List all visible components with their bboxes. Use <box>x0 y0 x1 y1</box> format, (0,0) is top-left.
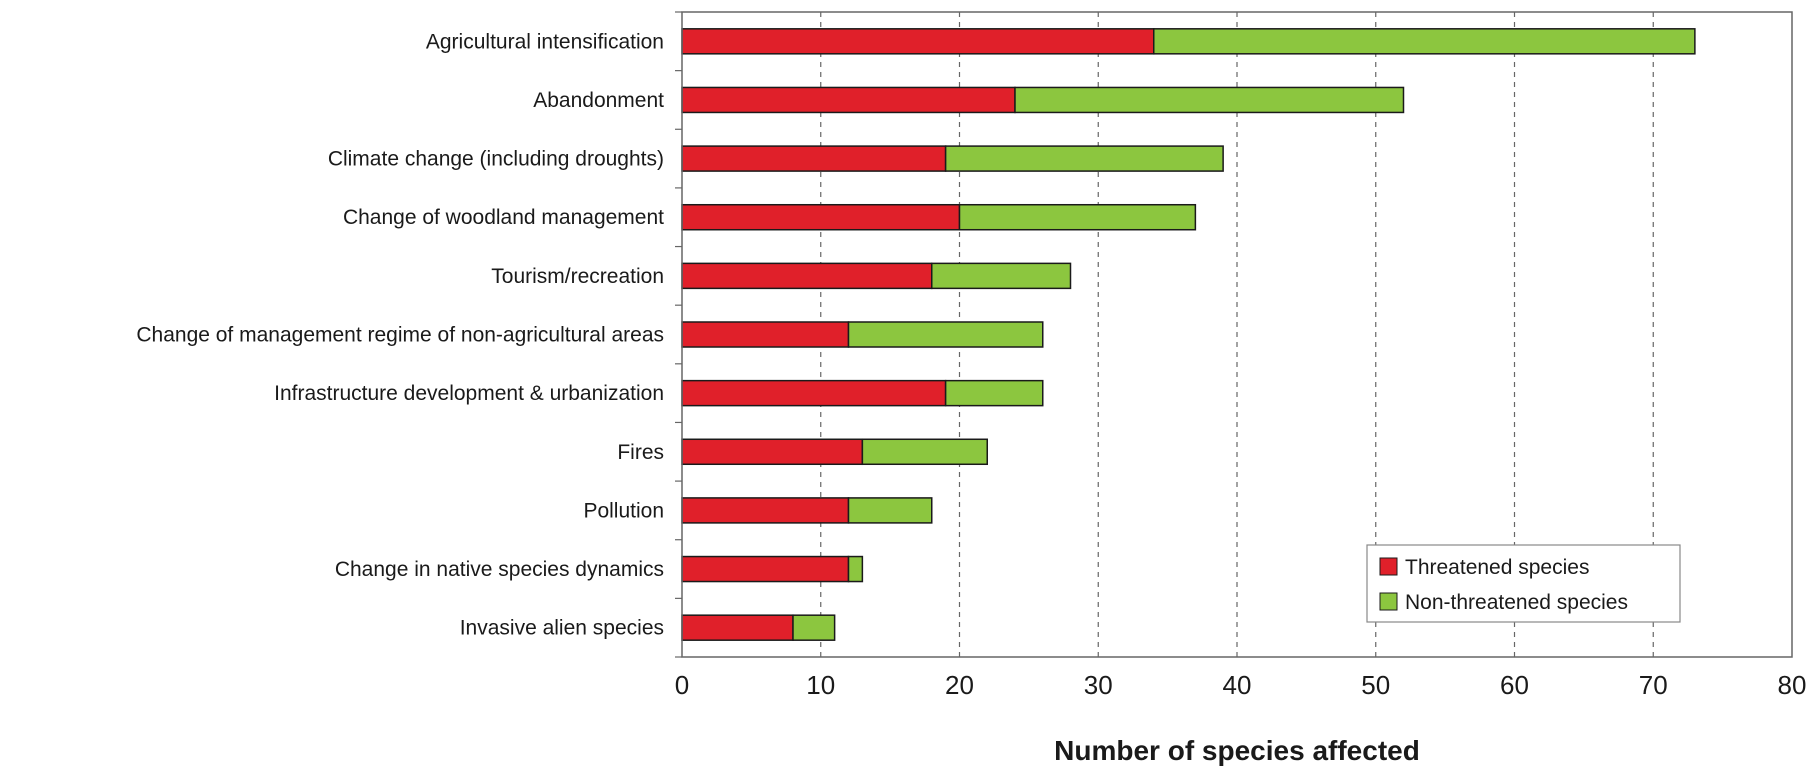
bar-pollution-non-threatened-species <box>847 497 933 524</box>
category-label-invasive-alien-species: Invasive alien species <box>460 617 664 640</box>
category-label-change-in-native-species-dynamics: Change in native species dynamics <box>335 558 664 581</box>
bar-abandonment-non-threatened-species <box>1014 86 1405 114</box>
plot-area-frame <box>681 11 1793 658</box>
bar-tourism-recreation-non-threatened-species <box>931 262 1072 290</box>
legend: Threatened species Non-threatened specie… <box>1366 544 1681 623</box>
legend-label-non-threatened: Non-threatened species <box>1405 591 1628 614</box>
bar-pollution-threatened-species <box>681 497 850 524</box>
bar-infrastructure-development-urbanization-non-threatened-species <box>944 379 1044 407</box>
bar-climate-change-including-droughts-non-threatened-species <box>944 145 1224 172</box>
x-tick-label-60: 60 <box>1500 670 1529 700</box>
x-tick-label-50: 50 <box>1361 670 1390 700</box>
legend-swatch-threatened <box>1379 557 1398 576</box>
x-tick-label-30: 30 <box>1084 670 1113 700</box>
category-labels: Agricultural intensification Abandonment C… <box>136 11 682 658</box>
category-label-pollution: Pollution <box>583 499 664 522</box>
legend-box <box>1366 544 1681 623</box>
bar-fires-threatened-species <box>681 438 864 466</box>
bar-invasive-alien-species-non-threatened-species <box>792 614 836 641</box>
bar-abandonment-threatened-species <box>681 86 1016 114</box>
bar-change-of-management-regime-of-non-agricultural-areas-non-threatened-species <box>847 321 1044 348</box>
category-label-abandonment: Abandonment <box>533 89 664 112</box>
bar-change-of-woodland-management-non-threatened-species <box>958 203 1197 231</box>
category-label-agricultural-intensification: Agricultural intensification <box>426 30 664 53</box>
bar-agricultural-intensification-threatened-species <box>681 28 1155 55</box>
x-axis-title: Number of species affected <box>1054 735 1420 766</box>
x-tick-label-20: 20 <box>945 670 974 700</box>
category-label-tourism-recreation: Tourism/recreation <box>491 265 664 288</box>
x-tick-label-0: 0 <box>675 670 689 700</box>
bar-fires-non-threatened-species <box>861 438 988 466</box>
x-tick-labels: 0 10 20 30 40 50 60 70 80 <box>675 670 1807 700</box>
category-label-change-of-management-regime-of-non-agricultural-areas: Change of management regime of non-agric… <box>136 324 664 347</box>
bar-tourism-recreation-threatened-species <box>681 262 933 290</box>
bar-invasive-alien-species-threatened-species <box>681 614 794 641</box>
legend-label-threatened: Threatened species <box>1405 556 1589 579</box>
x-tick-label-80: 80 <box>1778 670 1807 700</box>
category-label-infrastructure-development-urbanization: Infrastructure development & urbanizatio… <box>274 382 664 405</box>
category-label-climate-change-including-droughts: Climate change (including droughts) <box>328 148 664 171</box>
category-label-fires: Fires <box>617 441 664 464</box>
x-tick-label-70: 70 <box>1639 670 1668 700</box>
bar-change-of-management-regime-of-non-agricultural-areas-threatened-species <box>681 321 850 348</box>
bar-infrastructure-development-urbanization-threatened-species <box>681 379 947 407</box>
x-tick-label-10: 10 <box>806 670 835 700</box>
bar-change-of-woodland-management-threatened-species <box>681 203 961 231</box>
category-label-change-of-woodland-management: Change of woodland management <box>343 206 664 229</box>
legend-swatch-non-threatened <box>1379 592 1398 611</box>
bar-agricultural-intensification-non-threatened-species <box>1153 28 1696 55</box>
bar-change-in-native-species-dynamics-non-threatened-species <box>847 555 864 583</box>
x-tick-label-40: 40 <box>1223 670 1252 700</box>
bar-change-in-native-species-dynamics-threatened-species <box>681 555 850 583</box>
bar-climate-change-including-droughts-threatened-species <box>681 145 947 172</box>
